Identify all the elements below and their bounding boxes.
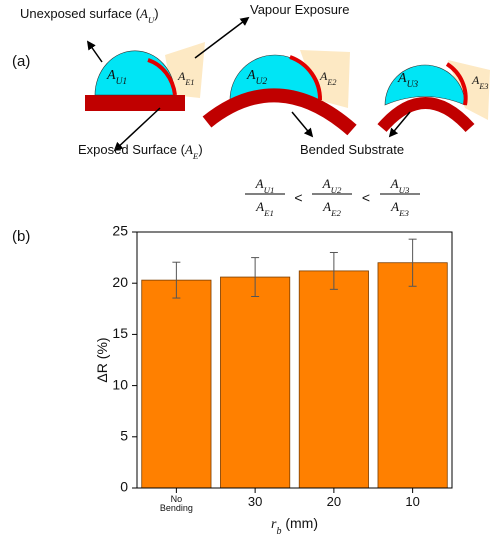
unexposed-label: Unexposed surface (AU) (20, 6, 159, 25)
symbol-sub: E1 (184, 78, 194, 87)
bar (220, 277, 289, 488)
bar (378, 263, 447, 488)
symbol-base: A (184, 142, 193, 157)
panel-label: (a) (12, 53, 30, 70)
symbol-sub: E3 (398, 208, 409, 218)
substrate-label: Bended Substrate (300, 142, 404, 157)
page: {"panel_a": {"label": "(a)", "unexposed"… (0, 0, 496, 543)
symbol-sub: E1 (263, 208, 274, 218)
denominator: AE1 (255, 199, 274, 218)
symbol-base: A (255, 176, 264, 191)
numerator: AU3 (390, 176, 410, 195)
x-tick-label: 30 (225, 495, 285, 509)
label-text: Unexposed surface ( (20, 6, 141, 21)
symbol-sub: E2 (326, 78, 336, 87)
relation: < (294, 190, 302, 206)
x-tick-label: No Bending (154, 495, 198, 514)
y-tick-label: 0 (120, 479, 128, 495)
bar (299, 271, 368, 488)
symbol-base: A (390, 199, 399, 214)
numerator: AU1 (255, 176, 275, 195)
vapour-label: Vapour Exposure (250, 2, 350, 17)
symbol-base: A (139, 6, 148, 21)
y-tick-label: 10 (112, 376, 128, 392)
symbol-sub: U1 (116, 77, 128, 87)
arrow (195, 18, 248, 58)
symbol-base: A (322, 176, 331, 191)
symbol-sub: U2 (256, 77, 268, 87)
bar (142, 280, 211, 488)
exposed-label: Exposed Surface (AE) (78, 142, 203, 161)
x-axis-label: rb (mm) (271, 515, 318, 537)
bent-substrate (382, 103, 470, 128)
x-tick-label: 10 (383, 495, 443, 509)
label-text: (mm) (281, 515, 318, 531)
symbol-base: A (322, 199, 331, 214)
y-tick-label: 25 (112, 223, 128, 239)
y-tick-label: 5 (120, 428, 128, 444)
y-axis-label: ΔR (%) (94, 337, 110, 382)
symbol-sub: E2 (330, 208, 341, 218)
symbol-base: A (246, 68, 256, 83)
symbol-sub: E3 (478, 82, 488, 91)
relation: < (362, 190, 370, 206)
x-tick-label: 20 (304, 495, 364, 509)
denominator: AE2 (322, 199, 341, 218)
flat-substrate (85, 95, 185, 111)
panel-label: (b) (12, 228, 30, 245)
label-text: Exposed Surface ( (78, 142, 186, 157)
figure: (a) Unexposed surface (AU) Vapour Exposure… (0, 0, 496, 543)
arrow (292, 112, 312, 136)
y-tick-label: 15 (112, 325, 128, 341)
symbol-base: A (390, 176, 399, 191)
symbol-base: A (397, 71, 407, 86)
denominator: AE3 (390, 199, 409, 218)
label-text: ) (154, 6, 158, 21)
y-tick-label: 20 (112, 274, 128, 290)
arrow (88, 42, 102, 62)
numerator: AU2 (322, 176, 342, 195)
label-text: ) (198, 142, 202, 157)
symbol-base: A (255, 199, 264, 214)
symbol-sub: U3 (407, 80, 419, 90)
symbol-base: A (106, 68, 116, 83)
